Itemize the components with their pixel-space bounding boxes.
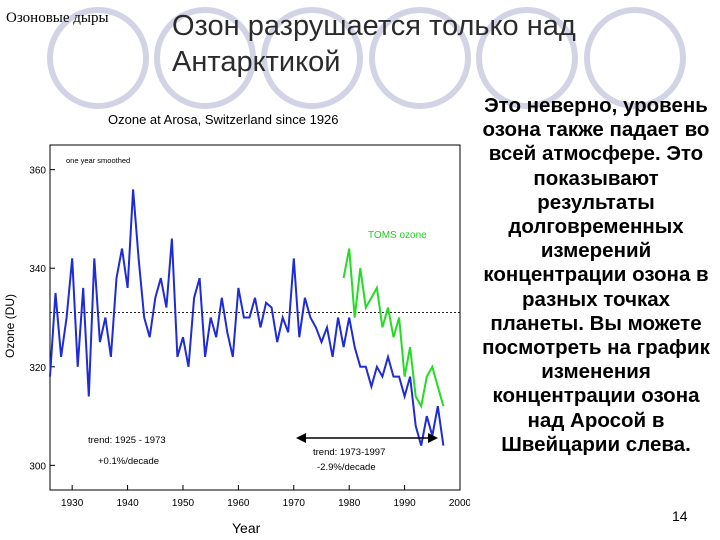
x-tick-label: 1980 — [338, 498, 361, 509]
chart-title: Ozone at Arosa, Switzerland since 1926 — [108, 112, 339, 127]
y-axis: 300 320 340 360 — [29, 166, 55, 472]
body-text: Это неверно, уровень озона также падает … — [482, 94, 710, 456]
trend-label-2-line-2: -2.9%/decade — [317, 462, 376, 473]
x-tick-label: 1960 — [227, 498, 250, 509]
plot-frame — [49, 144, 461, 491]
y-tick-label: 360 — [29, 166, 46, 177]
trend-arrow-right-head — [428, 433, 438, 443]
x-tick-label: 2000 — [449, 498, 470, 509]
trend-label-1-line-2: +0.1%/decade — [98, 456, 159, 467]
chart-subtitle: one year smoothed — [66, 156, 130, 165]
x-axis-label: Year — [232, 520, 261, 536]
x-axis: 1930 1940 1950 1960 1970 1980 1990 2000 — [61, 485, 470, 509]
topic-label: Озоновые дыры — [6, 10, 109, 26]
series-line-toms — [342, 248, 445, 410]
y-tick-label: 340 — [29, 264, 46, 275]
trend-arrow-left-head — [296, 433, 306, 443]
y-axis-label: Ozone (DU) — [3, 294, 17, 358]
x-tick-label: 1930 — [61, 498, 84, 509]
x-tick-label: 1950 — [172, 498, 195, 509]
trend-label-2-line-1: trend: 1973-1997 — [313, 447, 385, 458]
y-tick-label: 300 — [29, 461, 46, 472]
x-tick-label: 1940 — [116, 498, 139, 509]
legend-toms-ozone: TOMS ozone — [368, 230, 427, 241]
x-tick-label: 1990 — [393, 498, 416, 509]
slide-title: Озон разрушается только над Антарктикой — [172, 10, 576, 78]
x-tick-label: 1970 — [283, 498, 306, 509]
trend-label-1-line-1: trend: 1925 - 1973 — [88, 435, 166, 446]
series-line-arosa — [49, 189, 445, 446]
y-tick-label: 320 — [29, 363, 46, 374]
slide-number: 14 — [672, 508, 688, 524]
ozone-chart: Ozone at Arosa, Switzerland since 1926 o… — [3, 112, 470, 536]
